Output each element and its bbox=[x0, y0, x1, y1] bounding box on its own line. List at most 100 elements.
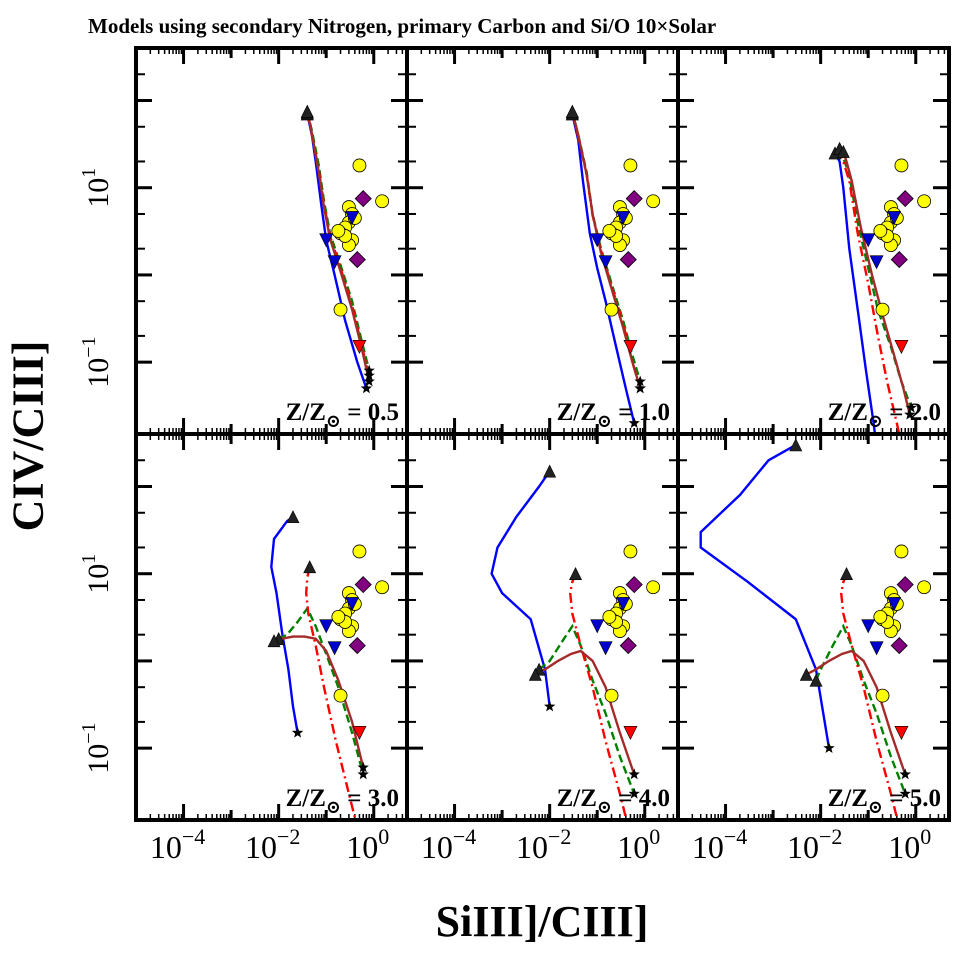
panel-1-end-marker-blue bbox=[360, 382, 373, 394]
panel-6-frame bbox=[676, 432, 951, 822]
panel-4-obs-triangle-down-blue bbox=[345, 597, 360, 612]
panel-6-xtick-label: 10−4 bbox=[692, 824, 747, 865]
panel-4-series-green bbox=[278, 606, 365, 775]
panel-1-obs-triangle-down-blue bbox=[345, 211, 360, 226]
panel-6-obs-triangle-down-blue bbox=[869, 641, 884, 656]
panel-1-obs-triangle-down-red bbox=[352, 339, 367, 354]
panel-2-obs-triangle-down-blue bbox=[598, 255, 613, 270]
panel-5-obs-circle bbox=[602, 609, 617, 624]
panel-2-obs-triangle-down-blue bbox=[590, 233, 605, 248]
panel-1-obs-triangle-down-blue bbox=[327, 255, 342, 270]
panel-3-obs-circle bbox=[917, 194, 932, 209]
panel-2-label: Z/Z⊙ = 1.0 bbox=[557, 399, 670, 431]
panel-6-obs-circle bbox=[875, 688, 890, 703]
panel-3-label: Z/Z⊙ = 2.0 bbox=[828, 399, 941, 431]
panel-5-series-blue bbox=[490, 470, 551, 707]
panel-5-obs-circle bbox=[646, 580, 661, 595]
panel-5-series-green bbox=[538, 623, 636, 795]
panel-4-obs-circle bbox=[331, 609, 346, 624]
panel-4-series-brown bbox=[273, 635, 365, 768]
panel-4-start-marker-brown bbox=[267, 634, 281, 648]
panel-5-end-marker-green bbox=[628, 787, 640, 799]
panel-5-end-marker-blue bbox=[544, 700, 556, 712]
panel-5-xtick-label: 10−2 bbox=[516, 824, 571, 865]
panel-2-end-marker-green bbox=[634, 375, 646, 387]
panel-6-series-green bbox=[814, 623, 907, 795]
panel-2-obs-circle bbox=[646, 194, 661, 209]
panel-5-obs-diamond bbox=[619, 637, 637, 655]
panel-5-obs-triangle-down-blue bbox=[616, 597, 631, 612]
panel-3-start-marker-brown bbox=[836, 144, 850, 158]
panel-2-obs-triangle-down-red bbox=[623, 339, 638, 354]
panel-6-start-marker-blue bbox=[789, 438, 803, 452]
panel-3-end-marker-blue bbox=[877, 489, 888, 500]
panel-5-obs-triangle-down-blue bbox=[590, 619, 605, 634]
panel-6-obs-triangle-down-blue bbox=[861, 619, 876, 634]
panel-6-end-marker-brown bbox=[899, 768, 911, 780]
panel-4-obs-circle bbox=[333, 688, 348, 703]
panel-4-xtick-label: 100 bbox=[346, 824, 389, 865]
panel-6-end-marker-blue bbox=[823, 742, 835, 753]
panel-3-obs-circle bbox=[894, 158, 909, 173]
panel-4-series-blue bbox=[270, 515, 299, 734]
figure-title: Models using secondary Nitrogen, primary… bbox=[88, 14, 717, 38]
panel-1-obs-circle bbox=[375, 194, 390, 209]
panel-4-obs-triangle-down-blue bbox=[319, 619, 334, 634]
panel-6-xtick-label: 10−2 bbox=[787, 824, 842, 865]
panel-6-start-marker-red bbox=[840, 567, 854, 581]
panel-3-obs-diamond bbox=[896, 190, 914, 208]
panel-5-series-red bbox=[568, 573, 628, 820]
panel-4-frame bbox=[134, 432, 409, 822]
panel-5-start-marker-brown bbox=[528, 667, 542, 681]
panel-4-start-marker-blue bbox=[286, 510, 300, 524]
panel-4-series-red bbox=[304, 566, 357, 820]
panel-5-xtick-label: 10−4 bbox=[421, 824, 476, 865]
panel-5-start-marker-red bbox=[569, 567, 583, 581]
panel-2-obs-diamond bbox=[619, 251, 637, 269]
panel-1-end-marker-brown bbox=[363, 375, 375, 387]
panel-3-series-brown bbox=[842, 151, 911, 415]
panel-5-obs-triangle-down-red bbox=[623, 725, 638, 740]
panel-4-obs-circle bbox=[375, 580, 390, 595]
panel-3-frame bbox=[676, 46, 951, 436]
panel-6-obs-diamond bbox=[896, 576, 914, 594]
panel-2-obs-circle bbox=[623, 158, 638, 173]
panel-4-obs-diamond bbox=[354, 576, 372, 594]
panel-4-start-marker-red bbox=[303, 560, 317, 574]
panel-4-xtick-label: 10−4 bbox=[150, 824, 205, 865]
panel-2-obs-circle bbox=[604, 302, 619, 317]
panel-1-obs-circle bbox=[352, 158, 367, 173]
panel-6-series-brown bbox=[805, 649, 907, 775]
panel-1-label: Z/Z⊙ = 0.5 bbox=[286, 399, 399, 431]
panel-6-obs-circle bbox=[917, 580, 932, 595]
panel-4-obs-circle bbox=[352, 544, 367, 559]
panel-6-start-marker-brown bbox=[799, 667, 813, 681]
panel-4-obs-triangle-down-red bbox=[352, 725, 367, 740]
panel-1-obs-diamond bbox=[348, 251, 366, 269]
panel-6-obs-circle bbox=[894, 544, 909, 559]
panel-2-start-marker-brown bbox=[565, 104, 579, 118]
panel-5-frame bbox=[405, 432, 680, 822]
panel-6-start-marker-green bbox=[809, 673, 823, 687]
panel-3-obs-circle bbox=[875, 302, 890, 317]
panel-4-xtick-label: 10−2 bbox=[245, 824, 300, 865]
panel-3-obs-circle bbox=[873, 223, 888, 238]
panel-3-obs-triangle-down-red bbox=[894, 339, 909, 354]
panel-5-obs-circle bbox=[623, 544, 638, 559]
panel-6-obs-circle bbox=[873, 609, 888, 624]
panel-5-obs-diamond bbox=[625, 576, 643, 594]
panel-6-obs-triangle-down-blue bbox=[887, 597, 902, 612]
panel-4-obs-triangle-down-blue bbox=[327, 641, 342, 656]
panel-2-obs-circle bbox=[602, 223, 617, 238]
panel-1-frame bbox=[134, 46, 409, 436]
panel-2-obs-triangle-down-blue bbox=[616, 211, 631, 226]
panel-4-ytick-label: 10−1 bbox=[78, 723, 115, 774]
x-axis-label: SiIII]/CIII] bbox=[435, 897, 649, 946]
panel-5-label: Z/Z⊙ = 4.0 bbox=[557, 785, 670, 817]
panel-5-obs-circle bbox=[604, 688, 619, 703]
panel-3-obs-triangle-down-blue bbox=[887, 211, 902, 226]
panel-6-xtick-label: 100 bbox=[888, 824, 931, 865]
y-axis-label: CIV/CIII] bbox=[3, 340, 53, 532]
panel-3-series-blue bbox=[833, 152, 877, 434]
